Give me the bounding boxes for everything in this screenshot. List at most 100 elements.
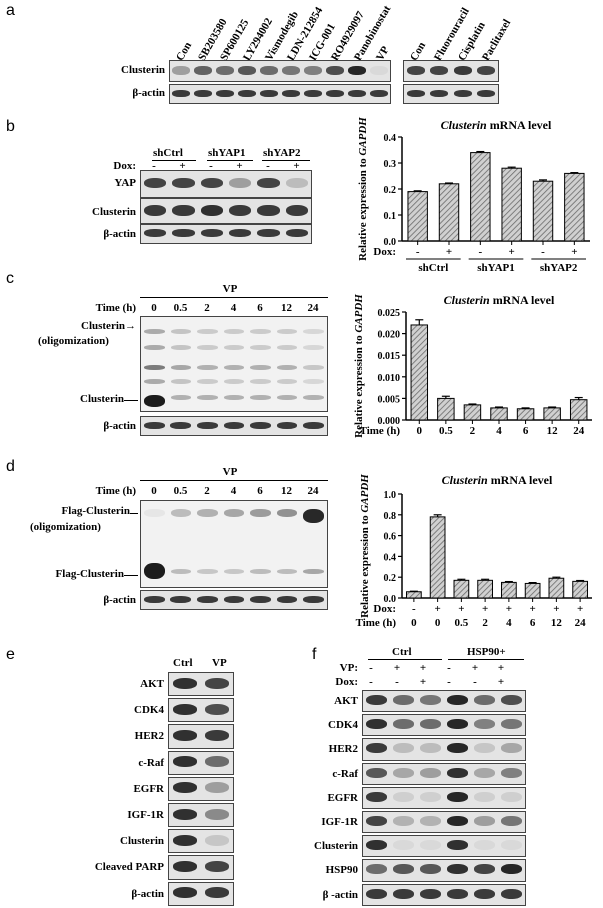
chart-x-tick-label: 0.5 — [439, 425, 453, 437]
oligo-band — [250, 509, 271, 517]
blot-f-row — [362, 762, 526, 785]
panel-f-dox-value: - — [369, 676, 373, 688]
time-value: 24 — [307, 302, 319, 314]
blot-c-actin — [140, 416, 328, 436]
panel-f-row-label: EGFR — [327, 791, 358, 804]
band — [348, 65, 366, 75]
blot-a-clusterin-left — [169, 60, 391, 82]
chart-bar — [406, 591, 422, 599]
band — [473, 695, 496, 706]
blot-a-actin-left — [169, 84, 391, 104]
chart-bar — [516, 408, 535, 421]
panel-f-dox-value: + — [419, 676, 427, 688]
chart-y-tick-label: 0.010 — [378, 373, 401, 384]
chart-x-tick-label: 4 — [496, 425, 502, 437]
chart-x-tick-label: 24 — [575, 617, 587, 629]
band — [170, 595, 192, 603]
chart-bar — [501, 581, 517, 599]
band — [282, 65, 300, 75]
chart-title-gene: Clusterin — [441, 118, 487, 132]
blot-e-row — [168, 750, 234, 775]
smear-band — [276, 345, 298, 350]
smear-band — [276, 379, 298, 384]
panel-b-group-line — [152, 160, 196, 161]
band — [419, 816, 442, 827]
panel-b-group-shctrl: shCtrl — [153, 147, 183, 159]
band — [204, 860, 230, 872]
chart-xlabel: Time (h) — [360, 425, 401, 437]
panel-b-dox-value: - — [152, 160, 156, 172]
chart-ylabel: Relative expression to GAPDH — [359, 474, 371, 618]
panel-e-row-label: CDK4 — [134, 704, 164, 717]
chart-x-tick-label: 2 — [482, 617, 488, 629]
band — [172, 729, 198, 741]
panel-b-row-clusterin: Clusterin — [92, 206, 136, 218]
flag-band — [223, 569, 245, 574]
band — [500, 888, 523, 899]
chart-title-rest: mRNA level — [487, 118, 552, 132]
band — [144, 204, 167, 216]
band — [172, 703, 198, 715]
chart-y-tick-label: 0.2 — [384, 185, 397, 196]
band — [500, 791, 523, 802]
band — [204, 887, 230, 899]
chart-title: Clusterin mRNA level — [442, 473, 553, 487]
blot-f-row — [362, 859, 526, 882]
time-value: 4 — [230, 302, 237, 314]
clusterin-band — [197, 395, 218, 400]
smear-band — [170, 345, 192, 350]
chart-bar — [437, 397, 455, 421]
band — [260, 65, 278, 75]
flag-band — [276, 569, 298, 574]
blot-e-row — [168, 829, 234, 854]
time-value: 4 — [230, 485, 237, 497]
smear-band — [170, 379, 192, 384]
time-value: 12 — [281, 485, 292, 497]
panel-d-time-label: Time (h) — [95, 485, 136, 497]
band — [430, 65, 449, 75]
band — [419, 791, 442, 802]
band — [446, 695, 469, 706]
smear-band — [223, 379, 245, 384]
chart-bar — [407, 191, 428, 242]
panel-f-vp-value: - — [447, 662, 451, 674]
panel-f-vp-label: VP: — [339, 662, 358, 674]
blot-e-row — [168, 855, 234, 880]
oligo-band — [197, 509, 218, 517]
chart-dox-value: + — [529, 603, 535, 615]
smear-band — [144, 329, 165, 334]
time-value: 12 — [281, 302, 292, 314]
oligo-band — [276, 509, 298, 517]
band — [223, 421, 245, 429]
panel-d-treatment: VP — [222, 466, 238, 478]
chart-dox-value: + — [577, 603, 583, 615]
panel-e-lane-vp: VP — [212, 657, 227, 669]
blot-f-row — [362, 786, 526, 809]
band — [365, 864, 388, 875]
chart-dox-value: + — [506, 603, 512, 615]
panel-c-label-oligo: Clusterin→ — [81, 320, 136, 332]
chart-ylabel: Relative expression to GAPDH — [353, 294, 365, 438]
band — [282, 89, 300, 97]
band — [365, 816, 388, 827]
panel-e-row-label: HER2 — [134, 730, 164, 743]
band — [200, 178, 223, 188]
chart-y-tick-label: 0.4 — [384, 552, 397, 563]
band — [365, 743, 388, 754]
oligo-band — [144, 509, 165, 517]
band — [500, 719, 523, 730]
band — [477, 89, 496, 97]
panel-a-row-actin: β-actin — [132, 87, 165, 99]
band — [500, 695, 523, 706]
smear-band — [223, 365, 245, 370]
band — [285, 229, 308, 237]
band — [204, 677, 230, 689]
panel-e-row-label: Cleaved PARP — [94, 861, 164, 874]
band — [392, 840, 415, 851]
chart-y-tick-label: 0.025 — [378, 308, 401, 319]
chart-bar — [490, 407, 508, 421]
band — [453, 65, 472, 75]
panel-f-group-line — [368, 659, 442, 660]
panel-c-treatment: VP — [222, 283, 238, 295]
time-value: 0.5 — [173, 302, 188, 314]
